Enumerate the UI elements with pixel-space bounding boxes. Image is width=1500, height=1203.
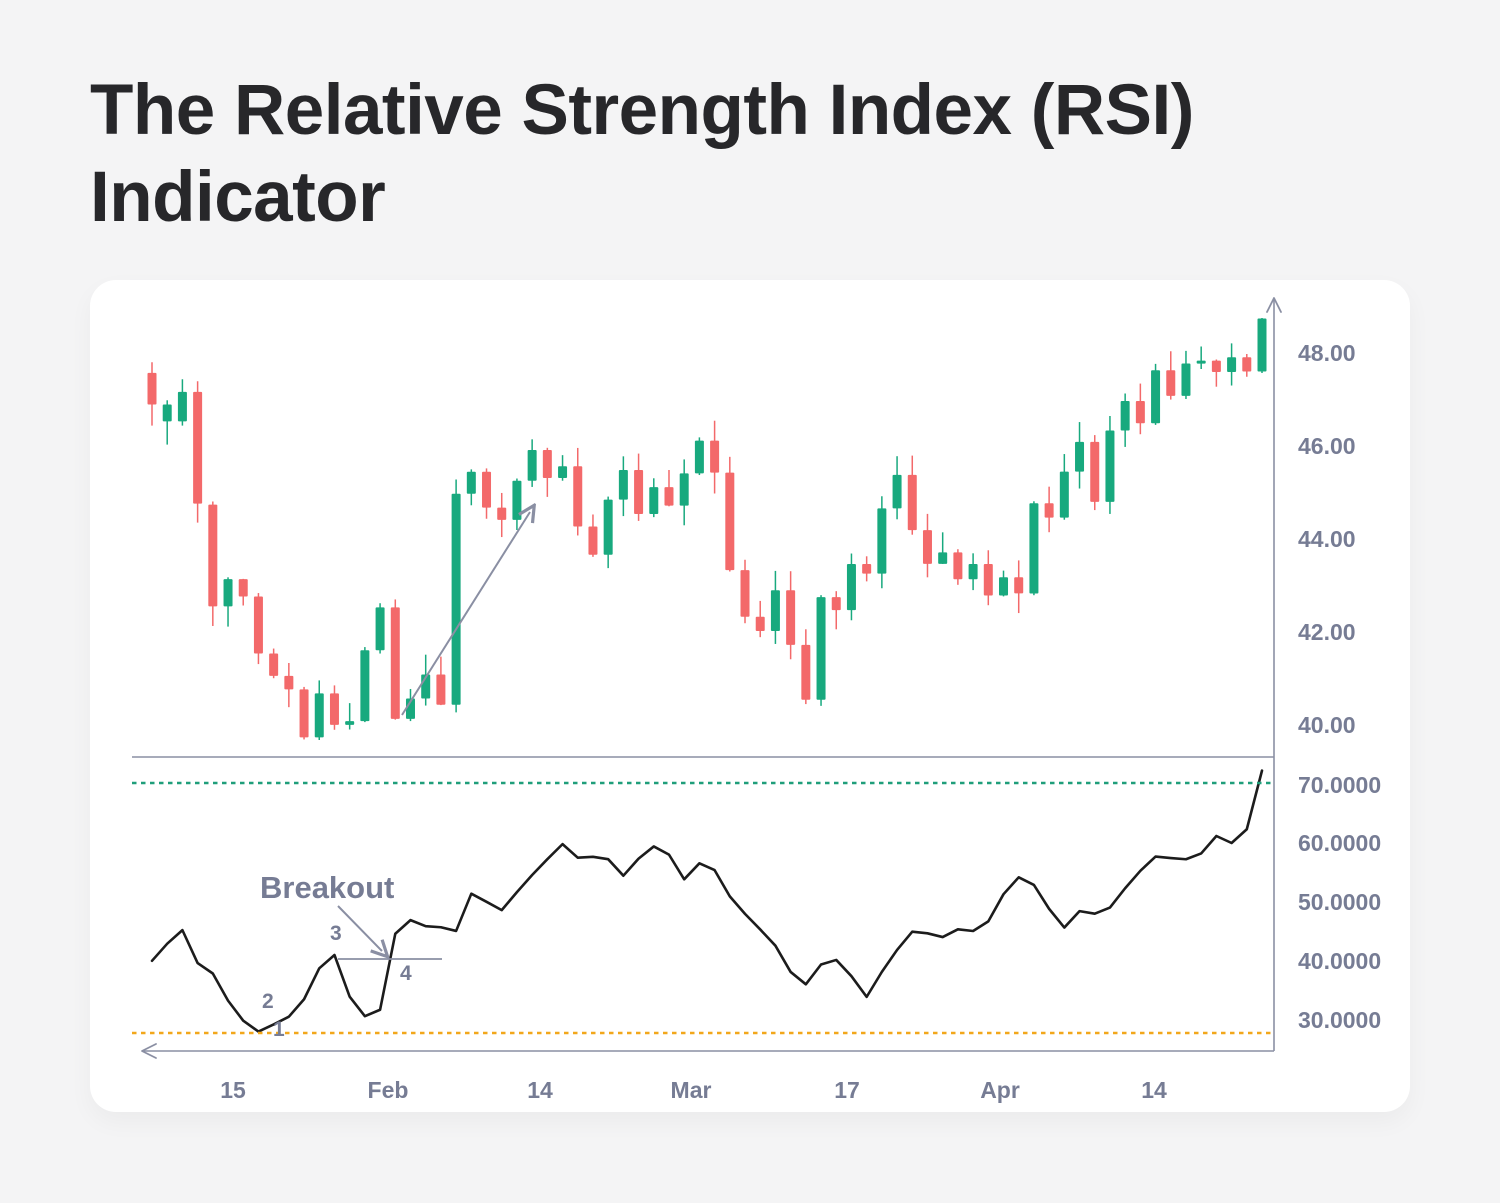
svg-text:46.00: 46.00	[1298, 433, 1356, 459]
svg-text:40.00: 40.00	[1298, 712, 1356, 738]
svg-text:50.0000: 50.0000	[1298, 889, 1381, 915]
svg-text:Feb: Feb	[368, 1077, 409, 1103]
svg-text:14: 14	[527, 1077, 553, 1103]
svg-text:2: 2	[262, 990, 274, 1013]
svg-text:60.0000: 60.0000	[1298, 830, 1381, 856]
svg-text:1: 1	[273, 1018, 285, 1041]
svg-text:Apr: Apr	[980, 1077, 1020, 1103]
svg-text:42.00: 42.00	[1298, 619, 1356, 645]
svg-text:40.0000: 40.0000	[1298, 948, 1381, 974]
svg-text:70.0000: 70.0000	[1298, 772, 1381, 798]
svg-text:3: 3	[330, 922, 342, 945]
svg-text:15: 15	[220, 1077, 246, 1103]
svg-text:17: 17	[834, 1077, 860, 1103]
svg-text:44.00: 44.00	[1298, 526, 1356, 552]
svg-text:14: 14	[1141, 1077, 1167, 1103]
svg-text:Breakout: Breakout	[260, 870, 394, 905]
svg-text:30.0000: 30.0000	[1298, 1007, 1381, 1033]
svg-text:Mar: Mar	[671, 1077, 712, 1103]
svg-text:4: 4	[400, 962, 412, 985]
svg-text:48.00: 48.00	[1298, 340, 1356, 366]
